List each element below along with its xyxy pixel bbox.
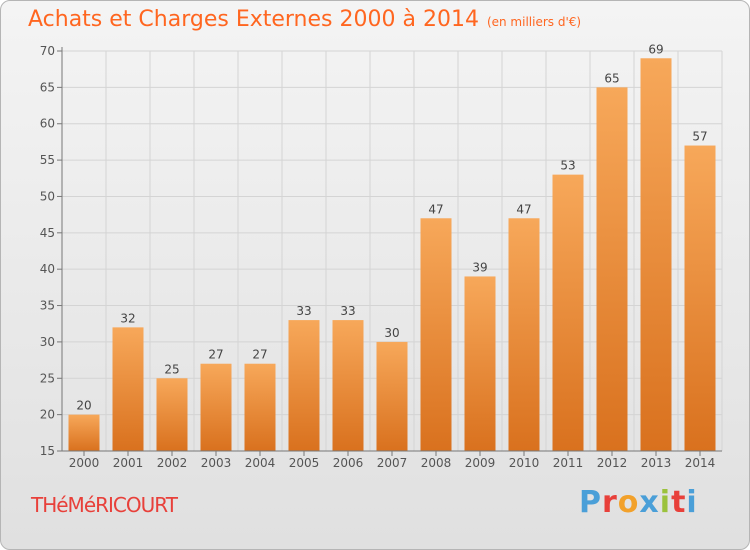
x-tick-label: 2000 [69,456,100,470]
x-tick-label: 2013 [641,456,672,470]
x-tick-label: 2008 [421,456,452,470]
y-tick-label: 25 [40,371,55,385]
bar [68,414,100,451]
logo-letter: r [602,485,618,520]
data-label: 33 [340,304,355,318]
chart-subtitle: (en milliers d'€) [486,15,582,29]
logo-letter: P [579,485,602,520]
data-label: 69 [648,42,663,56]
x-tick-label: 2014 [685,456,716,470]
x-tick-label: 2003 [201,456,232,470]
bar [684,145,716,451]
y-tick-label: 35 [40,299,55,313]
logo-letter: x [639,485,660,520]
logo-letter: i [659,485,672,520]
bar [596,87,628,451]
x-tick-label: 2002 [157,456,188,470]
data-label: 57 [692,130,707,144]
data-label: 27 [208,348,223,362]
x-tick-label: 2005 [289,456,320,470]
data-label: 47 [428,202,443,216]
y-tick-label: 30 [40,335,55,349]
y-tick-label: 65 [40,80,55,94]
data-label: 30 [384,326,399,340]
logo-letter: t [671,485,687,520]
axis-layer: 15 20 25 30 35 40 45 50 55 60 65 70 2000 2001 2002 2003… [40,44,722,470]
bar [200,363,232,451]
y-tick-label: 50 [40,189,55,203]
bar [156,378,188,451]
title-line: Achats et Charges Externes 2000 à 2014 (e… [28,7,581,32]
town-name: THéMéRICOURT [31,493,178,517]
data-label: 27 [252,348,267,362]
bar-layer [68,58,716,452]
bar [244,363,276,451]
data-label: 39 [472,260,487,274]
y-tick-label: 20 [40,408,55,422]
proxiti-logo: Proxiti [579,485,698,520]
bar [464,276,496,451]
y-tick-label: 55 [40,153,55,167]
y-tick-label: 45 [40,226,55,240]
logo-letter: i [686,485,698,520]
x-tick-label: 2010 [509,456,540,470]
bar [552,174,584,452]
x-tick-label: 2001 [113,456,144,470]
y-tick-label: 40 [40,262,55,276]
data-label: 25 [164,362,179,376]
y-tick-label: 60 [40,117,55,131]
logo-letter: o [617,485,640,520]
data-label: 32 [120,311,135,325]
bar [508,218,540,451]
bar [332,320,364,451]
data-label: 53 [560,159,575,173]
bar [640,58,672,451]
x-tick-label: 2012 [597,456,628,470]
data-label: 65 [604,71,619,85]
y-tick-label: 15 [40,444,55,458]
label-layer: 20 32 25 27 27 33 33 30 47 39 47 53 65 69 57 [76,42,707,412]
data-label: 47 [516,202,531,216]
x-tick-label: 2007 [377,456,408,470]
x-tick-label: 2004 [245,456,276,470]
bar [420,218,452,451]
x-tick-label: 2009 [465,456,496,470]
bar [112,327,144,451]
data-label: 33 [296,304,311,318]
chart-title: Achats et Charges Externes 2000 à 2014 [28,7,479,32]
x-tick-label: 2011 [553,456,584,470]
y-tick-label: 70 [40,44,55,58]
bar [288,320,320,451]
data-label: 20 [76,399,91,413]
x-tick-label: 2006 [333,456,364,470]
bar [376,341,408,451]
